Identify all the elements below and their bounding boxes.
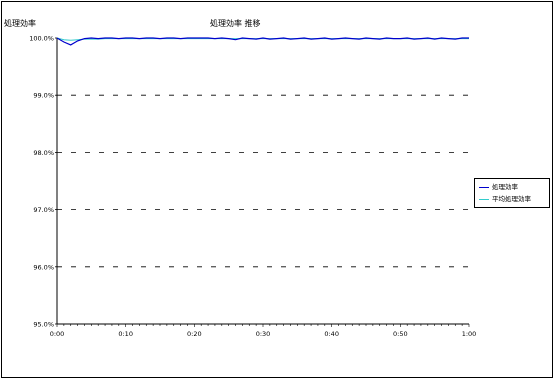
y-tick-label: 99.0% [33, 92, 54, 100]
y-tick-label: 100.0% [29, 35, 54, 43]
y-tick-labels: 95.0% 96.0% 97.0% 98.0% 99.0% 100.0% [29, 35, 54, 329]
x-tick-label: 0:00 [50, 330, 65, 338]
x-tick-labels: 0:00 0:10 0:20 0:30 0:40 0:50 1:00 [50, 330, 477, 338]
x-tick-label: 0:40 [324, 330, 339, 338]
legend-item-efficiency: 処理効率 [479, 182, 549, 194]
legend-swatch-average [479, 199, 489, 200]
x-tick-label: 0:30 [256, 330, 271, 338]
x-tick-label: 0:50 [393, 330, 408, 338]
x-tick-label: 0:20 [187, 330, 202, 338]
series-line-efficiency [56, 37, 469, 46]
y-tick-label: 96.0% [33, 263, 54, 271]
x-tick-label: 1:00 [462, 330, 477, 338]
legend-swatch-efficiency [479, 187, 489, 188]
legend-label-average: 平均処理効率 [492, 195, 531, 203]
y-tick-label: 98.0% [33, 149, 54, 157]
y-axis-label: 処理効率 [4, 19, 36, 28]
grid-lines [57, 94, 469, 268]
legend-label-efficiency: 処理効率 [492, 183, 518, 191]
axes [55, 37, 470, 327]
chart-title: 処理効率 推移 [210, 19, 261, 28]
y-tick-label: 97.0% [33, 206, 54, 214]
y-tick-label: 95.0% [33, 321, 54, 329]
x-tick-label: 0:10 [118, 330, 133, 338]
legend: 処理効率 平均処理効率 [474, 178, 550, 208]
series-lines [56, 37, 469, 46]
legend-item-average: 平均処理効率 [479, 194, 549, 206]
